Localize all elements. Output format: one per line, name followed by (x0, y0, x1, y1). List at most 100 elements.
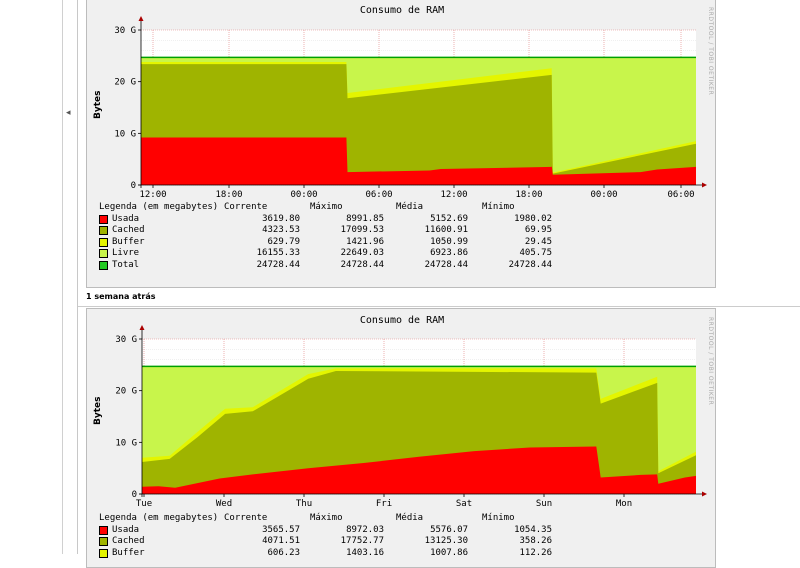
x-tick-label: 12:00 (440, 190, 467, 200)
legend-label: Livre (112, 248, 140, 258)
graph-legend: Legenda (em megabytes) Corrente Máximo Médi… (99, 202, 568, 271)
x-tick-label: Sat (456, 499, 472, 509)
legend-value-min: 1054.35 (514, 524, 552, 535)
legend-column-header: Média (396, 513, 424, 523)
series-usada-area (141, 137, 696, 185)
legend-value-cur: 629.79 (267, 236, 300, 247)
legend-value-avg: 5152.69 (430, 213, 468, 224)
legend-value-min: 29.45 (524, 236, 552, 247)
legend-label: Usada (112, 524, 140, 535)
legend-title: Legenda (em megabytes) (99, 202, 219, 212)
rrdtool-credit: RRDTOOL / TOBI OETIKER (707, 7, 714, 96)
x-tick-label: Mon (616, 499, 632, 509)
ram-graph-day: Consumo de RAM Bytes RRDTOOL / TOBI OETI… (86, 0, 716, 288)
legend-value-max: 22649.03 (340, 248, 384, 258)
x-tick-label: Thu (296, 499, 312, 509)
legend-value-min: 1980.02 (514, 213, 552, 224)
legend-column-header: Mínimo (482, 513, 515, 523)
section-divider (78, 306, 800, 307)
legend-column-header: Máximo (310, 513, 343, 523)
legend-value-min: 69.95 (524, 225, 552, 235)
y-tick-label: 30 G (115, 335, 137, 345)
legend-value-min: 358.26 (519, 536, 552, 546)
collapse-sidebar-icon[interactable]: ◂ (66, 108, 71, 118)
legend-swatch (99, 214, 108, 224)
x-axis-arrow (702, 491, 707, 497)
legend-swatch (99, 525, 108, 535)
left-panel-border (62, 0, 63, 554)
legend-value-avg: 1050.99 (430, 236, 468, 247)
legend-value-avg: 1007.86 (430, 547, 468, 558)
legend-value-cur: 606.23 (267, 547, 300, 558)
legend-value-avg: 13125.30 (424, 536, 468, 546)
legend-header: Legenda (em megabytes) Corrente Máximo Médi… (99, 513, 568, 525)
x-tick-label: 06:00 (667, 190, 694, 200)
x-axis-arrow (702, 182, 707, 188)
y-tick-label: 30 G (114, 26, 136, 36)
y-tick-label: 20 G (114, 78, 136, 88)
legend-label: Buffer (112, 547, 145, 558)
legend-value-max: 1403.16 (346, 547, 384, 558)
legend-row: Cached 4323.53 17099.53 11600.91 69.95 (99, 225, 568, 237)
legend-label: Cached (112, 536, 145, 546)
legend-header: Legenda (em megabytes) Corrente Máximo Médi… (99, 202, 568, 214)
y-tick-label: 10 G (114, 129, 136, 139)
legend-row: Buffer 606.23 1403.16 1007.86 112.26 (99, 548, 568, 560)
x-tick-label: Sun (536, 499, 552, 509)
legend-column-header: Corrente (224, 513, 268, 523)
legend-row: Total 24728.44 24728.44 24728.44 24728.44 (99, 260, 568, 272)
legend-value-cur: 3619.80 (262, 213, 300, 224)
series-usada-area (142, 446, 696, 494)
legend-value-avg: 5576.07 (430, 524, 468, 535)
y-axis-arrow (139, 325, 145, 330)
legend-value-max: 17752.77 (340, 536, 384, 546)
legend-value-max: 24728.44 (340, 259, 384, 270)
section-label-week: 1 semana atrás (86, 292, 156, 301)
legend-label: Buffer (112, 236, 145, 247)
legend-label: Total (112, 259, 140, 270)
x-tick-label: 00:00 (590, 190, 617, 200)
x-tick-label: 00:00 (290, 190, 317, 200)
legend-label: Cached (112, 225, 145, 235)
legend-value-min: 24728.44 (508, 259, 552, 270)
legend-value-cur: 24728.44 (256, 259, 300, 270)
legend-swatch (99, 226, 108, 236)
legend-value-cur: 3565.57 (262, 524, 300, 535)
legend-column-header: Máximo (310, 202, 343, 212)
x-tick-label: 06:00 (365, 190, 392, 200)
ram-graph-week: Consumo de RAM Bytes RRDTOOL / TOBI OETI… (86, 308, 716, 568)
legend-value-cur: 4071.51 (262, 536, 300, 546)
y-tick-label: 20 G (115, 387, 137, 397)
rrdtool-credit: RRDTOOL / TOBI OETIKER (707, 317, 714, 406)
legend-row: Buffer 629.79 1421.96 1050.99 29.45 (99, 237, 568, 249)
legend-value-avg: 11600.91 (424, 225, 468, 235)
legend-row: Livre 16155.33 22649.03 6923.86 405.75 (99, 248, 568, 260)
legend-column-header: Corrente (224, 202, 268, 212)
x-tick-label: Fri (376, 499, 392, 509)
legend-value-avg: 24728.44 (424, 259, 468, 270)
x-tick-label: 12:00 (139, 190, 166, 200)
legend-row: Usada 3619.80 8991.85 5152.69 1980.02 (99, 214, 568, 226)
x-tick-label: Tue (136, 499, 152, 509)
legend-value-max: 1421.96 (346, 236, 384, 247)
legend-value-max: 17099.53 (340, 225, 384, 235)
legend-value-cur: 4323.53 (262, 225, 300, 235)
legend-value-max: 8991.85 (346, 213, 384, 224)
legend-swatch (99, 249, 108, 259)
legend-swatch (99, 260, 108, 270)
legend-value-min: 112.26 (519, 547, 552, 558)
graph-title: Consumo de RAM (359, 315, 445, 326)
legend-swatch (99, 237, 108, 247)
graph-title: Consumo de RAM (359, 5, 445, 16)
x-tick-label: Wed (216, 499, 232, 509)
legend-value-max: 8972.03 (346, 524, 384, 535)
legend-column-header: Média (396, 202, 424, 212)
graph-legend: Legenda (em megabytes) Corrente Máximo Médi… (99, 513, 568, 559)
x-tick-label: 18:00 (515, 190, 542, 200)
legend-value-avg: 6923.86 (430, 248, 468, 258)
left-panel (0, 0, 78, 554)
legend-swatch (99, 548, 108, 558)
y-tick-label: 0 (131, 181, 136, 191)
